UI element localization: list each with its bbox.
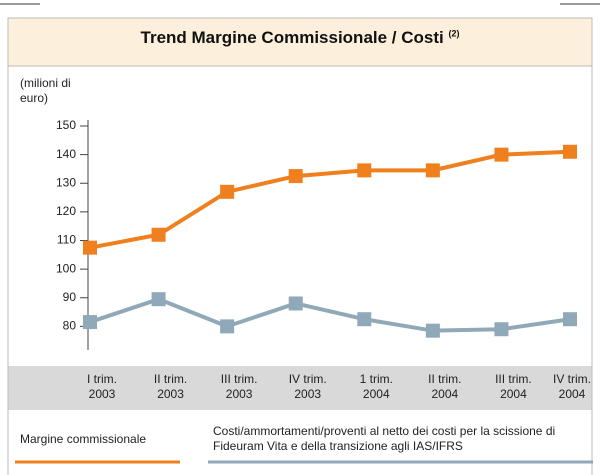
x-tick-label: III trim. 2004 xyxy=(495,372,532,401)
y-tick-label: 80 xyxy=(63,319,77,333)
chart-title: Trend Margine Commissionale / Costi (2) xyxy=(0,28,600,48)
legend-label: Margine commissionale xyxy=(20,432,147,446)
legend-label: Costi/ammortamenti/proventi al netto dei… xyxy=(213,424,556,453)
y-tick-label: 120 xyxy=(56,204,76,218)
series-line xyxy=(89,149,571,250)
marker xyxy=(425,163,440,178)
marker xyxy=(288,296,303,311)
y-tick-label: 140 xyxy=(56,147,76,161)
marker xyxy=(357,163,372,178)
marker xyxy=(83,315,97,330)
marker xyxy=(151,227,166,242)
marker xyxy=(151,292,166,307)
y-label: (milioni di euro) xyxy=(20,76,71,105)
x-tick-label: 1 trim. 2004 xyxy=(359,372,393,401)
x-tick-label: III trim. 2003 xyxy=(220,372,258,401)
marker xyxy=(83,240,97,255)
title-band xyxy=(7,17,593,67)
y-tick-label: 90 xyxy=(63,290,77,304)
marker xyxy=(494,147,509,162)
series-line xyxy=(89,297,571,333)
y-tick-label: 100 xyxy=(56,261,76,275)
x-tick-label: IV trim. 2003 xyxy=(288,372,327,401)
marker xyxy=(563,312,577,327)
x-tick-label: II trim. 2003 xyxy=(153,372,188,401)
marker xyxy=(357,312,372,327)
x-tick-label: I trim. 2003 xyxy=(87,372,117,401)
title-note: (2) xyxy=(448,28,460,39)
marker xyxy=(425,323,440,338)
y-tick-label: 150 xyxy=(56,118,76,132)
category-band xyxy=(8,366,592,410)
marker xyxy=(220,319,235,334)
y-tick-label: 130 xyxy=(56,175,76,189)
y-tick-label: 110 xyxy=(57,233,76,247)
x-tick-label: IV trim. 2004 xyxy=(553,372,591,401)
marker xyxy=(288,169,303,184)
marker xyxy=(563,144,577,159)
marker xyxy=(220,184,235,199)
x-tick-label: II trim. 2004 xyxy=(428,372,462,401)
marker xyxy=(494,322,509,337)
title-text: Trend Margine Commissionale / Costi xyxy=(140,28,444,47)
